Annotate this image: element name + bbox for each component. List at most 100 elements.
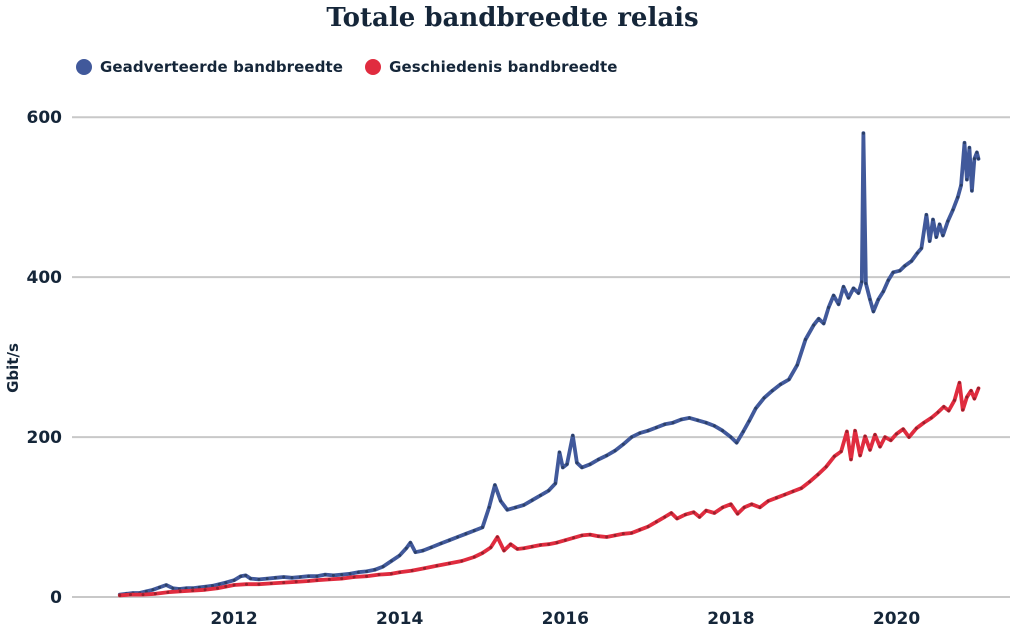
data-point xyxy=(340,577,344,581)
data-point xyxy=(915,251,919,255)
data-point xyxy=(822,322,826,325)
data-point xyxy=(967,146,971,150)
data-point xyxy=(832,454,836,458)
data-point xyxy=(942,405,946,409)
data-point xyxy=(118,593,122,597)
data-point xyxy=(596,534,600,538)
data-point xyxy=(783,493,787,497)
data-point xyxy=(404,546,408,550)
data-point xyxy=(153,592,157,596)
data-point xyxy=(736,512,740,516)
data-point xyxy=(294,580,298,584)
history-bandwidth-dot-icon xyxy=(365,59,382,75)
data-point xyxy=(408,541,412,545)
data-point xyxy=(735,441,739,445)
data-point xyxy=(224,581,228,585)
data-point xyxy=(460,559,464,563)
data-point xyxy=(530,545,534,549)
data-point xyxy=(630,531,634,535)
data-point xyxy=(688,416,691,420)
data-point xyxy=(775,496,778,500)
data-point xyxy=(245,582,248,586)
series-line-advertised xyxy=(117,131,981,597)
data-point xyxy=(522,546,526,550)
data-point xyxy=(860,280,864,284)
data-point xyxy=(858,454,862,457)
data-point xyxy=(922,421,926,425)
data-point xyxy=(646,525,650,529)
history-bandwidth-legend-label: Geschiedenis bandbreedte xyxy=(389,58,618,76)
data-point xyxy=(919,246,923,250)
data-point xyxy=(646,429,650,433)
data-point xyxy=(742,505,746,509)
data-point xyxy=(558,450,561,454)
data-point xyxy=(901,427,905,431)
data-point xyxy=(931,218,935,221)
data-point xyxy=(972,397,976,401)
data-point xyxy=(203,588,207,592)
data-point xyxy=(928,239,932,243)
data-point xyxy=(698,515,701,519)
data-point xyxy=(493,483,497,487)
data-point xyxy=(914,426,918,430)
data-point xyxy=(563,538,567,542)
data-point xyxy=(903,264,907,268)
data-point xyxy=(936,410,940,414)
data-point xyxy=(389,559,393,563)
data-point xyxy=(696,418,700,422)
data-point xyxy=(832,294,836,297)
y-tick-label-200: 200 xyxy=(27,428,63,448)
data-point xyxy=(290,576,294,580)
data-point xyxy=(827,306,831,309)
data-point xyxy=(539,543,542,547)
data-point xyxy=(356,570,360,574)
data-point xyxy=(969,389,973,393)
data-point xyxy=(961,408,965,412)
data-point xyxy=(588,462,592,466)
data-point xyxy=(721,429,725,433)
data-point xyxy=(197,585,201,589)
data-point xyxy=(712,511,716,515)
data-point xyxy=(224,585,228,589)
data-point xyxy=(621,442,625,446)
data-point xyxy=(849,458,853,461)
legend-item-advertised-bandwidth: Geadverteerde bandbreedte xyxy=(76,58,343,76)
data-point xyxy=(429,545,433,549)
data-point xyxy=(505,508,509,512)
data-point xyxy=(965,178,969,182)
data-point xyxy=(766,499,770,503)
data-point xyxy=(184,586,188,590)
data-point xyxy=(929,416,933,420)
data-point xyxy=(947,409,951,413)
data-point xyxy=(398,553,402,557)
data-point xyxy=(729,502,733,506)
data-point xyxy=(762,396,766,400)
data-point xyxy=(853,429,857,433)
data-point xyxy=(269,581,273,585)
data-point xyxy=(464,532,468,536)
data-point xyxy=(515,547,519,551)
x-tick-label-2012: 2012 xyxy=(210,609,257,629)
data-point xyxy=(421,549,425,553)
data-point xyxy=(675,517,679,521)
data-point xyxy=(747,419,751,423)
data-point xyxy=(381,565,385,569)
data-point xyxy=(654,426,658,429)
data-point xyxy=(575,461,579,465)
data-point xyxy=(216,586,219,590)
data-point xyxy=(522,503,526,507)
data-point xyxy=(331,573,335,577)
data-point xyxy=(924,213,928,217)
data-point xyxy=(679,418,683,421)
data-point xyxy=(824,465,828,469)
data-point xyxy=(487,505,491,509)
data-point xyxy=(144,589,148,593)
data-point xyxy=(883,435,887,439)
data-point xyxy=(129,593,132,597)
data-point xyxy=(398,570,402,574)
data-point xyxy=(817,317,821,321)
data-point xyxy=(204,585,208,589)
data-point xyxy=(934,235,938,239)
data-point xyxy=(956,195,960,199)
